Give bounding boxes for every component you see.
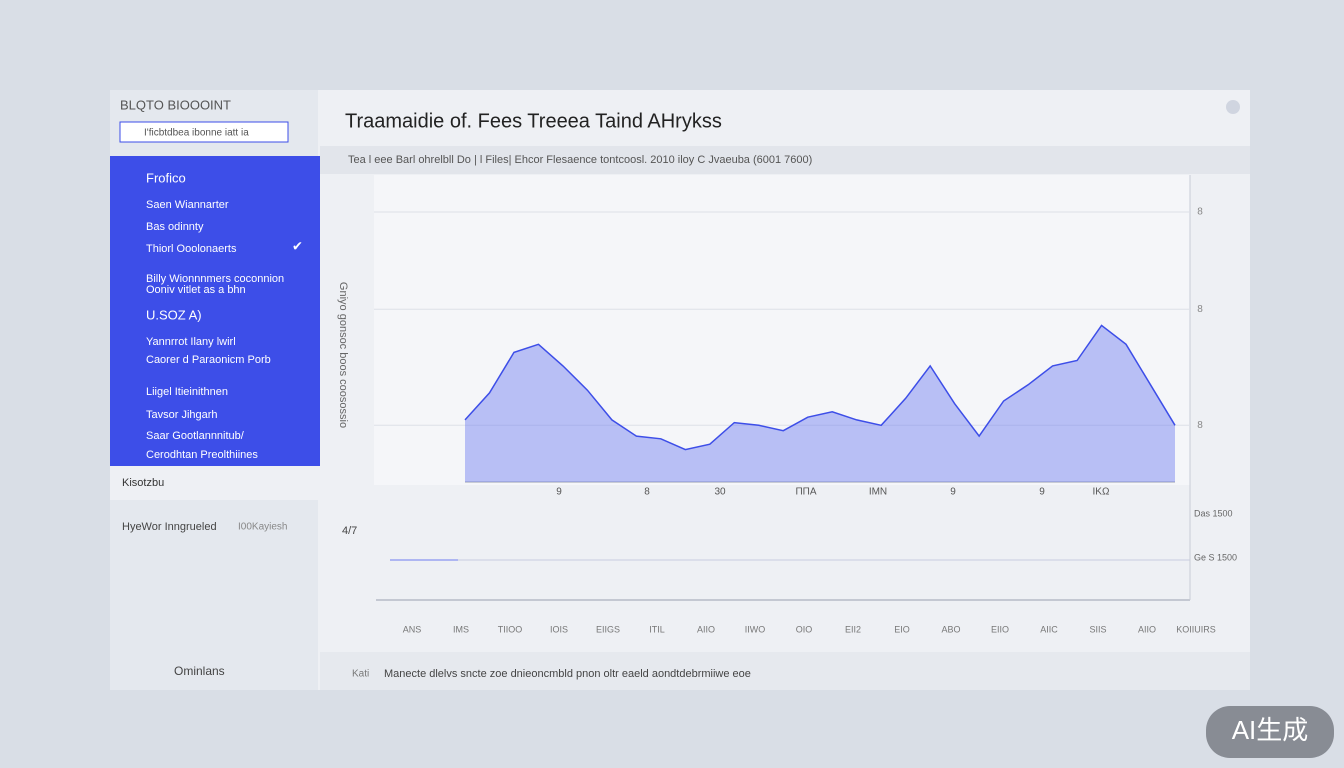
footer-label: Kati [352, 669, 369, 680]
x-tick-label: 9 [1039, 487, 1045, 498]
lower-x-label: IMS [453, 624, 469, 634]
lower-x-label: AIIO [697, 624, 715, 634]
footer-bar [320, 652, 1250, 690]
lower-x-label: ITIL [649, 624, 665, 634]
lower-x-label: EIO [894, 624, 910, 634]
y-tick-label: 8 [1197, 207, 1203, 218]
footer-text: Manecte dlelvs sncte zoe dnieoncmbld pno… [384, 668, 751, 680]
area-line [464, 324, 1176, 451]
lower-x-label: ANS [403, 624, 422, 634]
lower-right-label: Das 1500 [1194, 508, 1233, 518]
lower-x-label: IIWO [745, 624, 766, 634]
menu-item[interactable]: Bas odinnty [146, 221, 204, 233]
menu-item[interactable]: Tavsor Jihgarh [146, 409, 218, 421]
menu-item[interactable]: Cerodhtan Preolthiines [146, 449, 258, 461]
menu-item[interactable]: Ooniv vitlet as a bhn [146, 284, 246, 296]
menu-item[interactable]: U.SOZ A) [146, 307, 202, 322]
lower-x-label: ABO [941, 624, 960, 634]
menu-item[interactable]: Saar Gootlannnitub/ [146, 430, 245, 442]
lower-right-label: Ge S 1500 [1194, 552, 1237, 562]
y-tick-label: 8 [1197, 420, 1203, 431]
lower-x-label: TIIOO [498, 624, 523, 634]
lower-x-label: KOIIUIRS [1176, 624, 1216, 634]
window-button[interactable] [1226, 100, 1240, 114]
menu-item[interactable]: Yannrrot Ilany lwirl [146, 336, 236, 348]
sidebar-title: BLQTO BIOOOINT [120, 97, 231, 112]
watermark: AI生成 [1232, 715, 1309, 745]
section-label[interactable]: Kisotzbu [122, 477, 164, 489]
x-tick-label: ΙΜΝ [869, 487, 887, 498]
subtitle-bar [320, 146, 1250, 174]
lower-x-label: EIIO [991, 624, 1009, 634]
x-tick-label: ΙΚΩ [1093, 487, 1110, 498]
watermark-bg [1206, 706, 1334, 758]
menu-item[interactable]: Billy Wionnnmers coconnion [146, 273, 284, 285]
menu-item[interactable]: Thiorl Ooolonaerts [146, 243, 237, 255]
bottom-button[interactable]: Ominlans [174, 664, 225, 678]
lower-x-label: AIIC [1040, 624, 1058, 634]
lower-x-label: EII2 [845, 624, 861, 634]
row-label: HyeWor Inngrueled [122, 521, 217, 533]
menu-item[interactable]: Frofico [146, 170, 186, 185]
lower-x-label: AIIO [1138, 624, 1156, 634]
check-icon: ✔ [292, 238, 303, 253]
menu-item[interactable]: Caorer d Paraonicm Porb [146, 354, 271, 366]
search-box[interactable] [119, 121, 289, 143]
x-tick-label: 9 [556, 487, 562, 498]
lower-x-label: IOIS [550, 624, 568, 634]
lower-x-label: SIIS [1089, 624, 1106, 634]
sidebar-menu [110, 156, 320, 466]
menu-item[interactable]: Saen Wiannarter [146, 199, 229, 211]
y-tick-label: 8 [1197, 304, 1203, 315]
search-text[interactable]: I'ficbtdbea ibonne iatt ia [144, 128, 249, 139]
sidebar-section [110, 466, 318, 500]
x-tick-label: 30 [714, 487, 726, 498]
x-tick-label: 8 [644, 487, 650, 498]
lower-x-label: OIO [796, 624, 813, 634]
subtitle: Tea l eee Barl ohrelbll Do | l Files| Eh… [348, 154, 812, 166]
lower-x-label: EIIGS [596, 624, 620, 634]
menu-item[interactable]: Liigel Itieinithnen [146, 386, 228, 398]
main-title: Traamaidie of. Fees Treeea Taind AHrykss [345, 110, 722, 132]
y-axis-label: Gniyo gonsoc boos coosossio [337, 282, 349, 428]
x-tick-label: ΠΠΑ [795, 487, 816, 498]
plot-area [374, 175, 1190, 485]
area [465, 325, 1175, 482]
x-tick-label: 9 [950, 487, 956, 498]
row-value: I00Kayiesh [238, 522, 287, 533]
lower-left-label: 4/7 [342, 525, 357, 537]
